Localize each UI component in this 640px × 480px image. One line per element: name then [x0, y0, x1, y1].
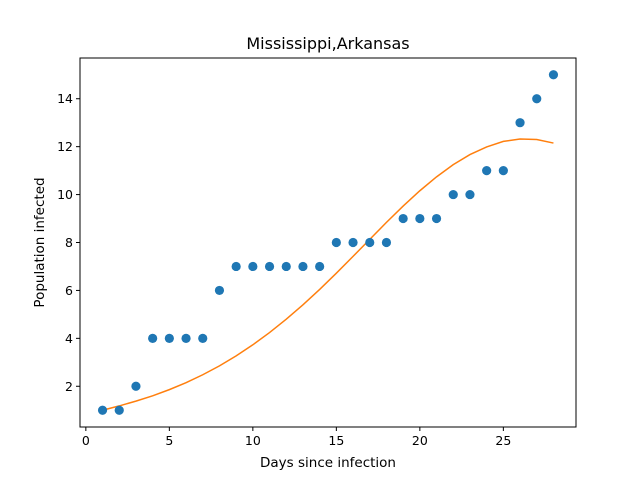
data-point — [398, 213, 408, 224]
data-point — [365, 237, 375, 248]
y-tick-label: 12 — [57, 139, 73, 154]
data-point — [465, 189, 475, 200]
data-point — [148, 333, 158, 343]
y-tick-label: 10 — [57, 187, 73, 202]
data-point — [431, 213, 442, 224]
y-tick-label: 14 — [57, 91, 73, 106]
x-axis: 0 5 10 15 20 25 — [82, 427, 511, 448]
data-point — [164, 333, 174, 343]
data-point — [231, 261, 241, 272]
data-point — [348, 237, 358, 248]
data-point — [281, 261, 291, 272]
y-tick-label: 8 — [65, 235, 73, 250]
fit-line — [102, 138, 554, 411]
data-point — [331, 237, 341, 248]
plot-frame — [79, 57, 577, 428]
data-point — [214, 285, 225, 296]
x-tick-label: 5 — [165, 433, 173, 448]
y-tick-label: 2 — [65, 379, 73, 394]
x-tick-label: 15 — [328, 433, 344, 448]
data-point — [114, 405, 124, 415]
y-axis-label: Population infected — [32, 177, 48, 307]
data-point — [515, 118, 525, 128]
data-point — [448, 189, 458, 200]
plot-area — [97, 70, 559, 415]
data-point — [315, 261, 325, 272]
x-tick-label: 10 — [245, 433, 261, 448]
data-point — [548, 70, 559, 80]
y-tick-label: 4 — [65, 331, 73, 346]
data-point — [181, 333, 191, 343]
data-point — [415, 213, 425, 224]
data-point — [131, 381, 141, 391]
data-point — [97, 405, 108, 415]
x-axis-label: Days since infection — [260, 455, 396, 471]
x-tick-label: 25 — [495, 433, 511, 448]
data-point — [248, 261, 258, 272]
data-point — [532, 94, 542, 104]
data-point — [198, 333, 208, 343]
data-point — [381, 237, 392, 248]
data-point — [298, 261, 308, 272]
chart-title: Mississippi,Arkansas — [246, 34, 409, 53]
x-tick-label: 0 — [82, 433, 90, 448]
y-axis: 2 4 6 8 10 12 14 — [57, 91, 80, 394]
data-point — [264, 261, 275, 272]
data-point — [482, 166, 492, 176]
x-tick-label: 20 — [412, 433, 428, 448]
data-point — [498, 166, 508, 176]
y-tick-label: 6 — [65, 283, 73, 298]
